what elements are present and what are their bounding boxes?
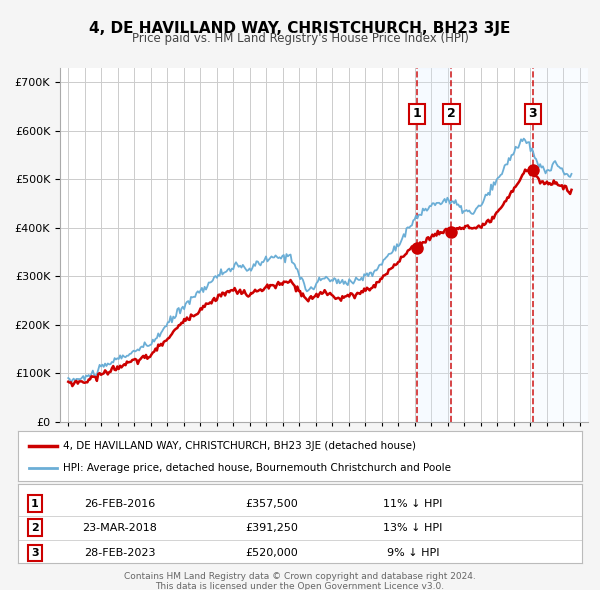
Text: 3: 3 (529, 107, 537, 120)
Text: 9% ↓ HPI: 9% ↓ HPI (386, 548, 439, 558)
Bar (417, 68, 451, 422)
Text: 1: 1 (413, 107, 422, 120)
Text: This data is licensed under the Open Government Licence v3.0.: This data is licensed under the Open Gov… (155, 582, 445, 590)
Text: £520,000: £520,000 (245, 548, 298, 558)
Text: £391,250: £391,250 (245, 523, 298, 533)
Text: 3: 3 (31, 548, 39, 558)
Text: HPI: Average price, detached house, Bournemouth Christchurch and Poole: HPI: Average price, detached house, Bour… (63, 463, 451, 473)
Text: 4, DE HAVILLAND WAY, CHRISTCHURCH, BH23 3JE: 4, DE HAVILLAND WAY, CHRISTCHURCH, BH23 … (89, 21, 511, 35)
Text: 2: 2 (447, 107, 456, 120)
Text: Price paid vs. HM Land Registry's House Price Index (HPI): Price paid vs. HM Land Registry's House … (131, 32, 469, 45)
Text: Contains HM Land Registry data © Crown copyright and database right 2024.: Contains HM Land Registry data © Crown c… (124, 572, 476, 581)
Bar (533, 68, 588, 422)
Text: 13% ↓ HPI: 13% ↓ HPI (383, 523, 442, 533)
Text: 28-FEB-2023: 28-FEB-2023 (84, 548, 155, 558)
Text: 1: 1 (31, 499, 39, 509)
Text: 11% ↓ HPI: 11% ↓ HPI (383, 499, 442, 509)
Text: 2: 2 (31, 523, 39, 533)
Text: 26-FEB-2016: 26-FEB-2016 (84, 499, 155, 509)
Text: 23-MAR-2018: 23-MAR-2018 (82, 523, 157, 533)
Text: 4, DE HAVILLAND WAY, CHRISTCHURCH, BH23 3JE (detached house): 4, DE HAVILLAND WAY, CHRISTCHURCH, BH23 … (63, 441, 416, 451)
Text: £357,500: £357,500 (245, 499, 298, 509)
